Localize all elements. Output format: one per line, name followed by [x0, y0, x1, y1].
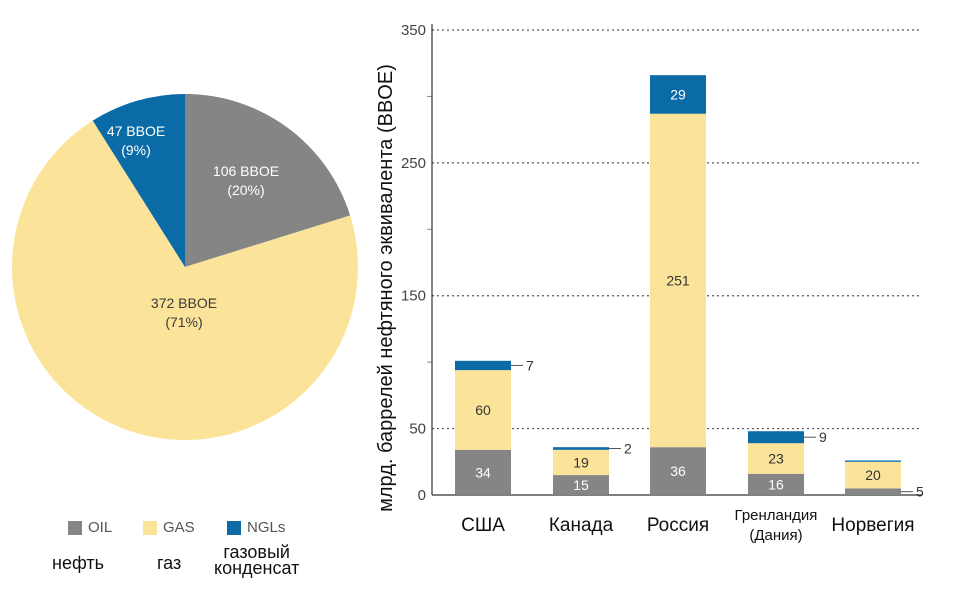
legend-swatch-ngls — [227, 520, 241, 535]
pie-legend: OIL GAS NGLs нефть газ газовый конденсат — [52, 519, 346, 599]
data-label-4-0: 5 — [916, 484, 924, 500]
bar-segment-gas-2 — [650, 113, 706, 448]
legend-item-gas: GAS — [143, 519, 195, 536]
bar-segment-ngls-2 — [650, 75, 706, 114]
bar-segment-gas-3 — [748, 443, 804, 474]
bar-segment-oil-1 — [553, 475, 609, 495]
pie-slice-ngls — [92, 94, 185, 267]
legend-swatch-gas — [143, 520, 157, 535]
bar-segment-oil-0 — [455, 449, 511, 495]
bar-segment-oil-4 — [845, 488, 901, 495]
legend-swatch-oil — [68, 520, 82, 535]
legend-ru-gas: газ — [157, 553, 182, 573]
y-tick-label-350: 350 — [401, 22, 426, 39]
bar-segment-ngls-0 — [455, 360, 511, 371]
data-label-2-2: 29 — [670, 86, 686, 102]
bar-segment-gas-0 — [455, 370, 511, 450]
data-label-0-2: 7 — [526, 357, 534, 373]
data-label-4-1: 20 — [865, 467, 881, 483]
x-category-label-1: Канада — [549, 515, 614, 536]
bar-segment-ngls-4 — [845, 460, 901, 462]
pie-label-percent-ngls: (9%) — [121, 142, 151, 158]
x-category-label-3-line-1: (Дания) — [749, 527, 802, 544]
x-category-label-3-line-0: Гренландия — [735, 507, 818, 524]
x-category-label-2: Россия — [647, 515, 709, 536]
bar-segment-ngls-1 — [553, 447, 609, 450]
legend-code-gas: GAS — [163, 519, 195, 536]
bar-segment-gas-4 — [845, 461, 901, 489]
legend-code-oil: OIL — [88, 519, 113, 536]
pie-label-value-oil: 106 BBOE — [213, 163, 279, 179]
pie-slice-gas — [11, 120, 358, 440]
legend-ru-oil: нефть — [52, 553, 104, 573]
y-tick-label-0: 0 — [418, 487, 426, 504]
legend-item-oil: OIL — [68, 519, 112, 536]
legend-ru-ngls-line-2: конденсат — [214, 558, 300, 578]
x-category-label-0: США — [461, 515, 505, 536]
data-label-2-1: 251 — [666, 272, 690, 288]
legend-ru-ngls: газовый конденсат — [214, 542, 300, 578]
legend-item-ngls: NGLs — [227, 519, 285, 536]
data-label-0-1: 60 — [475, 402, 491, 418]
bar-segment-ngls-3 — [748, 431, 804, 444]
bar-segment-oil-3 — [748, 473, 804, 495]
pie-label-percent-gas: (71%) — [165, 314, 202, 330]
data-label-1-2: 2 — [624, 441, 632, 457]
data-label-1-1: 19 — [573, 454, 589, 470]
legend-ru-ngls-line-1: газовый — [223, 542, 290, 562]
bar-segment-oil-2 — [650, 447, 706, 495]
pie-slice-oil — [185, 94, 351, 267]
legend-code-ngls: NGLs — [247, 519, 286, 536]
data-label-3-2: 9 — [819, 429, 827, 445]
data-label-3-1: 23 — [768, 450, 784, 466]
data-label-2-0: 36 — [670, 463, 686, 479]
pie-label-value-ngls: 47 BBOE — [107, 123, 165, 139]
pie-label-value-gas: 372 BBOE — [151, 295, 217, 311]
y-tick-label-50: 50 — [409, 421, 426, 438]
data-label-3-0: 16 — [768, 476, 784, 492]
x-category-label-4: Норвегия — [831, 515, 914, 536]
y-tick-label-150: 150 — [401, 288, 426, 305]
y-tick-label-250: 250 — [401, 155, 426, 172]
data-label-1-0: 15 — [573, 477, 589, 493]
data-label-0-0: 34 — [475, 464, 491, 480]
bar-segment-gas-1 — [553, 449, 609, 476]
stacked-bar-chart: 0 50 150 250 350 млрд. баррелей нефтяного экв… — [375, 22, 924, 544]
pie-chart: 106 BBOE (20%) 372 BBOE (71%) 47 BBOE (9%) — [11, 94, 358, 440]
pie-label-percent-oil: (20%) — [227, 182, 264, 198]
y-axis-title: млрд. баррелей нефтяного эквивалента (BB… — [375, 64, 397, 512]
